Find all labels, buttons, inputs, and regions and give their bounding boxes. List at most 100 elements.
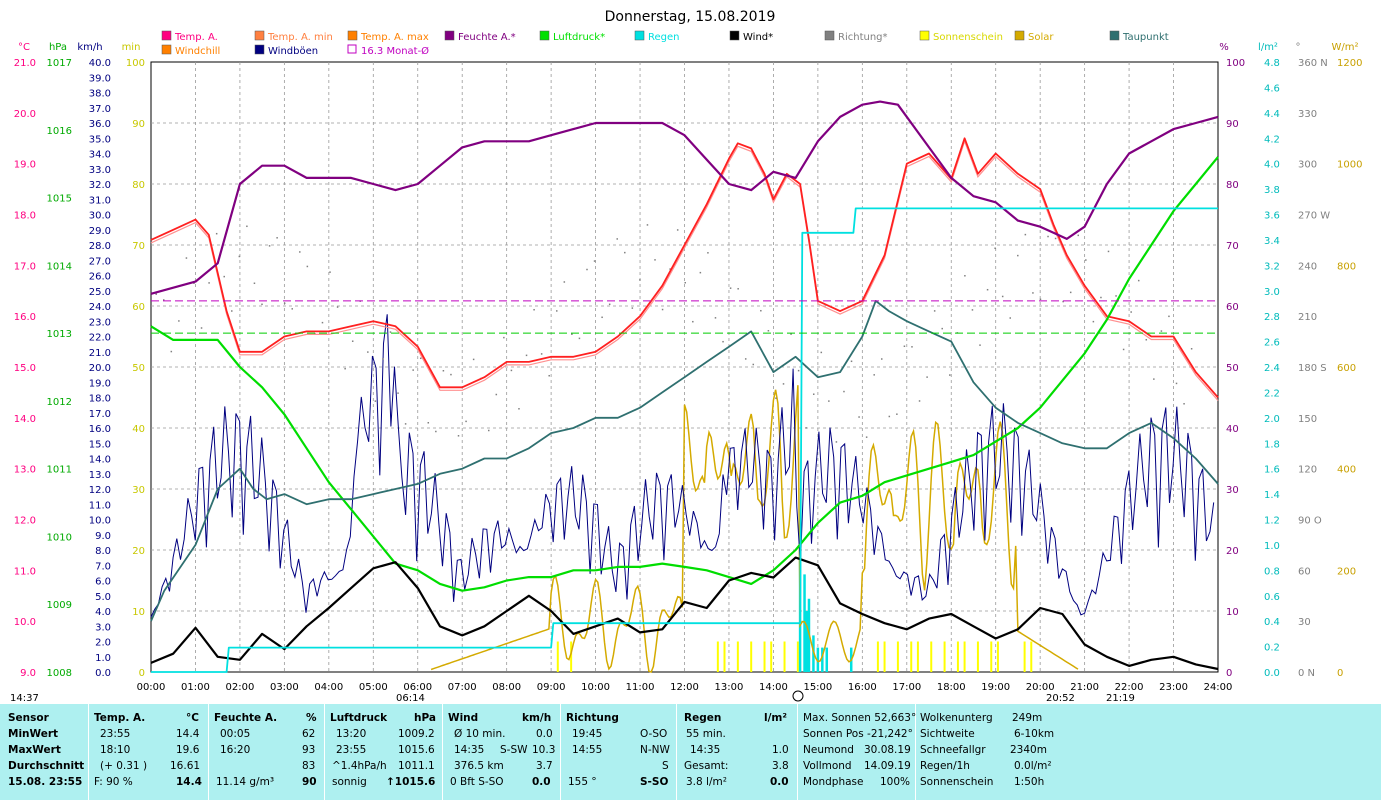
x-tick-label: 13:00 [715, 682, 744, 693]
direction-dot [261, 303, 263, 306]
wind-axis-tick: 9.0 [95, 531, 111, 542]
x-tick-label: 20:00 [1026, 682, 1055, 693]
stats-temp-avg: 16.61 [170, 760, 201, 772]
sun-axis-tick: 60 [132, 302, 145, 313]
temp-axis-unit: °C [18, 42, 30, 53]
direction-dot [231, 310, 233, 312]
rain-axis-tick: 4.4 [1264, 109, 1280, 120]
wind-axis-tick: 27.0 [89, 256, 111, 267]
direction-dot [208, 282, 210, 284]
x-tick-label: 04:00 [314, 682, 343, 693]
stats-press-trend: ^1.4hPa/h [332, 760, 387, 772]
x-tick-label: 11:00 [626, 682, 655, 693]
direction-dot [1032, 292, 1034, 294]
stats-hum-title: Feuchte A. [214, 712, 278, 724]
temp-axis-tick: 17.0 [14, 261, 36, 272]
direction-dot [503, 336, 505, 339]
stats-press-current: ↑1015.6 [386, 776, 436, 788]
humidity-axis-tick: 0 [1226, 668, 1232, 679]
direction-dot [616, 238, 618, 240]
sun-axis-tick: 0 [139, 668, 145, 679]
rain-axis-tick: 1.8 [1264, 439, 1280, 450]
direction-axis-tick: 90 O [1298, 516, 1322, 527]
direction-axis-tick: 60 [1298, 566, 1311, 577]
stats-dir-min: O-SO [640, 728, 668, 740]
x-tick-label: 24:00 [1204, 682, 1233, 693]
direction-dot [404, 423, 407, 425]
series-wind- [150, 556, 1219, 671]
pressure-axis-tick: 1008 [47, 668, 72, 679]
series-feuchte-a- [150, 100, 1219, 295]
x-tick-label: 15:00 [803, 682, 832, 693]
x-tick-label: 00:00 [137, 682, 166, 693]
direction-dot [858, 416, 860, 418]
temp-axis-tick: 10.0 [14, 617, 36, 628]
direction-dot [510, 369, 513, 372]
stats-dir-current: S-SO [640, 776, 669, 788]
rain-axis-tick: 0.4 [1264, 617, 1280, 628]
stats-rain-unit: l/m² [764, 712, 787, 724]
wind-axis-tick: 8.0 [95, 546, 111, 557]
rain-axis-tick: 0.8 [1264, 566, 1280, 577]
wind-axis-tick: 14.0 [89, 455, 111, 466]
direction-dot [722, 340, 724, 343]
legend-swatch [919, 30, 930, 41]
direction-axis-tick: 300 [1298, 160, 1317, 171]
solar-axis-tick: 600 [1337, 363, 1356, 374]
rain-axis-tick: 2.0 [1264, 414, 1280, 425]
direction-dot [790, 333, 792, 335]
legend-swatch [161, 44, 172, 55]
misc-rain1h-label: Regen/1h [920, 760, 970, 772]
x-tick-label: 01:00 [181, 682, 210, 693]
wind-axis-tick: 25.0 [89, 287, 111, 298]
stats-dir-degrees: 155 ° [568, 776, 597, 788]
temp-axis-tick: 9.0 [20, 668, 36, 679]
direction-dot [215, 232, 218, 235]
direction-dot [964, 275, 966, 277]
moon-icon [792, 690, 804, 702]
wind-axis-tick: 37.0 [89, 104, 111, 115]
direction-dot [163, 299, 165, 301]
direction-dot [903, 345, 906, 348]
direction-dot [601, 316, 603, 319]
direction-axis-tick: 180 S [1298, 363, 1327, 374]
astro-max-sun: Max. Sonnen 52,663° [803, 712, 917, 724]
pressure-axis-tick: 1011 [47, 465, 72, 476]
legend-swatch [254, 30, 265, 41]
legend-label: Luftdruck* [553, 32, 605, 43]
x-tick-label: 08:00 [492, 682, 521, 693]
x-tick-label: 12:00 [670, 682, 699, 693]
direction-dot [450, 373, 452, 376]
rain-axis-tick: 2.6 [1264, 338, 1280, 349]
direction-dot [427, 422, 430, 424]
direction-dot [1001, 295, 1004, 298]
direction-dot [850, 360, 853, 363]
x-tick-label: 03:00 [270, 682, 299, 693]
stats-hum-unit: % [306, 712, 317, 724]
humidity-axis-tick: 60 [1226, 302, 1239, 313]
sun-axis-tick: 100 [126, 58, 145, 69]
direction-dot [941, 327, 943, 330]
direction-dot [729, 287, 732, 289]
wind-axis-unit: km/h [77, 42, 102, 53]
wind-axis-tick: 15.0 [89, 439, 111, 450]
stats-dir-min-time: 19:45 [572, 728, 603, 740]
stats-wind-dist: 376.5 km [454, 760, 504, 772]
legend-label: Taupunkt [1122, 32, 1169, 43]
legend-swatch [634, 30, 645, 41]
x-axis: 00:00 01:00 02:00 03:00 04:00 05:00 06:00 07:00… [137, 682, 1233, 693]
solar-axis-tick: 1200 [1337, 58, 1362, 69]
direction-dot [367, 351, 369, 353]
temp-axis-tick: 16.0 [14, 312, 36, 323]
direction-dot [314, 332, 316, 335]
x-tick-label: 19:00 [981, 682, 1010, 693]
rain-axis-tick: 4.0 [1264, 160, 1280, 171]
direction-dot [873, 374, 875, 376]
wind-axis-tick: 6.0 [95, 577, 111, 588]
direction-dot [684, 281, 686, 284]
stats-hum-max: 93 [302, 744, 316, 756]
stats-wind-avg: 0.0 [536, 728, 553, 740]
direction-axis-tick: 240 [1298, 261, 1317, 272]
wind-axis-tick: 18.0 [89, 394, 111, 405]
temp-axis-tick: 18.0 [14, 211, 36, 222]
